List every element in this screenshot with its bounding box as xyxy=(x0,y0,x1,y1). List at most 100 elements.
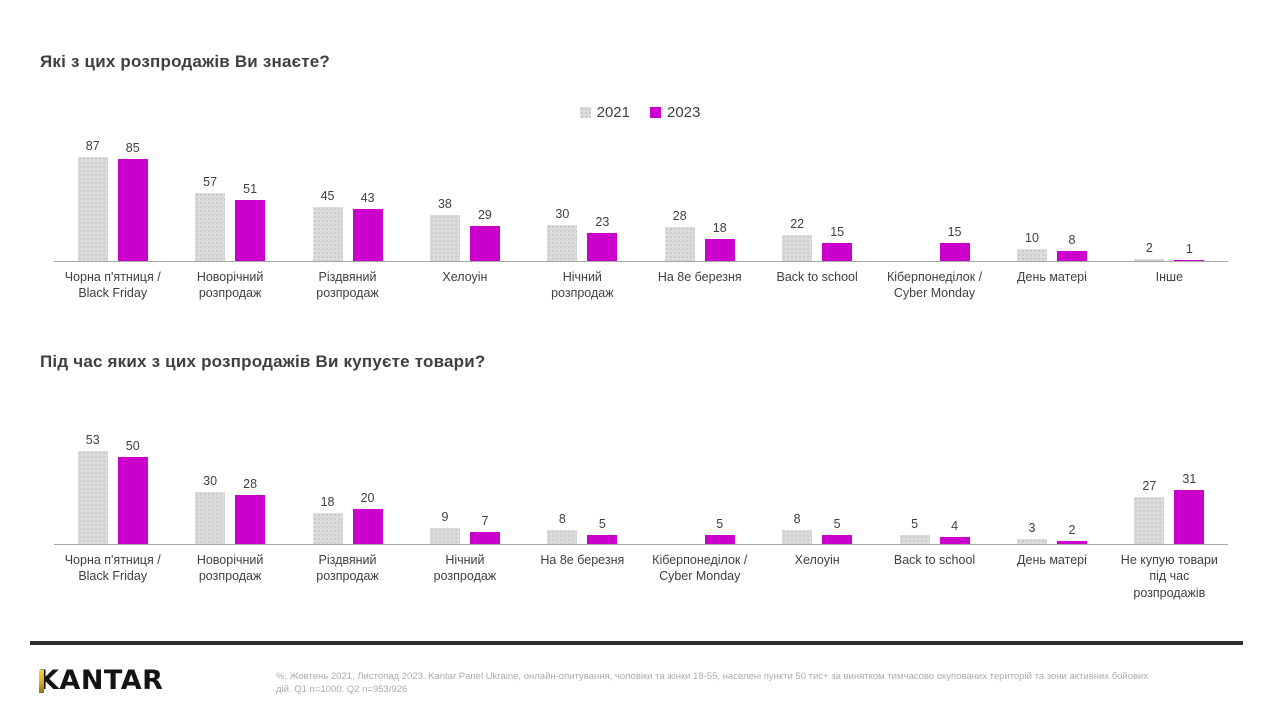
bar-group-2023: 31 xyxy=(1174,471,1205,544)
category-group: 15 Кіберпонеділок / Cyber Monday xyxy=(875,130,994,302)
footnote-text: %, Жовтень 2021, Листопад 2023. Kantar P… xyxy=(276,671,1149,695)
bar-group-2021: 3 xyxy=(1016,520,1047,544)
category-label: Нічний розпродаж xyxy=(433,553,497,584)
bar-2023 xyxy=(587,535,618,544)
bar-2023 xyxy=(939,537,970,544)
bar-2023 xyxy=(235,495,266,544)
bar-2021 xyxy=(77,156,108,261)
category-label: Нічний розпродаж xyxy=(551,270,614,301)
bar-group-2023: 51 xyxy=(235,181,266,261)
bar-group-2021: 2 xyxy=(1134,240,1165,261)
category-label: Кіберпонеділок / Cyber Monday xyxy=(652,553,748,584)
bar-value-label: 18 xyxy=(712,221,727,236)
bars-row: 28 18 xyxy=(641,130,759,262)
bar-2021 xyxy=(429,215,460,261)
category-group: 10 8 День матері xyxy=(993,130,1111,302)
bars-row: 27 31 xyxy=(1110,413,1229,545)
category-group: 5 Кіберпонеділок / Cyber Monday xyxy=(641,413,759,601)
bar-group-2023: 43 xyxy=(352,192,383,261)
bar-2023 xyxy=(939,243,970,261)
bar-value-label: 53 xyxy=(85,433,100,448)
bar-value-label: 5 xyxy=(911,517,919,532)
category-group: 8 5 На 8е березня xyxy=(523,413,642,601)
category-group: 53 50 Чорна п'ятниця / Black Friday xyxy=(54,413,172,601)
bar-value-label: 9 xyxy=(441,510,449,525)
bar-value-label: 38 xyxy=(437,197,452,212)
bar-2023 xyxy=(1174,259,1205,261)
bar-group-2023: 18 xyxy=(704,221,735,261)
bar-group-2021: 27 xyxy=(1134,478,1165,544)
bars-row: 10 8 xyxy=(993,130,1111,262)
bar-group-2023: 15 xyxy=(939,225,970,261)
bar-2021 xyxy=(312,512,343,544)
bars-row: 15 xyxy=(875,130,994,262)
bar-2021 xyxy=(312,207,343,261)
bars-row: 53 50 xyxy=(54,413,172,545)
legend-item-2023: 2023 xyxy=(650,104,700,121)
legend-swatch-2021-icon xyxy=(579,107,591,118)
category-label: Інше xyxy=(1155,270,1184,284)
bar-group-2023: 5 xyxy=(704,517,735,544)
bar-group-2021: 30 xyxy=(547,207,578,261)
bar-2023 xyxy=(469,226,500,261)
bar-value-label: 51 xyxy=(243,181,258,196)
category-label: Хелоуін xyxy=(794,553,840,567)
bar-2023 xyxy=(352,209,383,261)
bar-2021 xyxy=(429,528,460,544)
category-group: 5 4 Back to school xyxy=(875,413,994,601)
chart-sales-awareness: 87 85 Чорна п'ятниця / Black Friday 57 51 Нов… xyxy=(54,130,1229,302)
category-label: На 8е березня xyxy=(657,270,742,284)
page-title-awareness: Які з цих розпродажів Ви знаєте? xyxy=(40,52,331,71)
chart-sales-purchase: 53 50 Чорна п'ятниця / Black Friday 30 28 Нов… xyxy=(54,413,1229,601)
category-label: Хелоуін xyxy=(442,270,488,284)
bar-value-label: 10 xyxy=(1025,231,1039,245)
bars-row: 18 20 xyxy=(288,413,407,545)
bar-2023 xyxy=(117,159,148,261)
bar-group-2023: 23 xyxy=(587,215,618,261)
category-label: День матері xyxy=(1017,553,1087,567)
bar-group-2021: 53 xyxy=(77,433,108,544)
bar-value-label: 31 xyxy=(1182,471,1197,486)
bar-value-label: 2 xyxy=(1068,522,1076,537)
category-label: День матері xyxy=(1017,270,1087,284)
bar-value-label: 2 xyxy=(1145,240,1153,255)
bar-group-2023: 7 xyxy=(469,514,500,544)
bar-group-2021: 30 xyxy=(195,473,226,544)
bars-row: 38 29 xyxy=(406,130,524,262)
bar-group-2023: 20 xyxy=(352,491,383,544)
bars-row: 45 43 xyxy=(288,130,407,262)
category-group: 38 29 Хелоуін xyxy=(406,130,524,302)
bar-group-2021: 57 xyxy=(195,175,226,261)
bar-group-2021 xyxy=(900,244,930,261)
bar-2021 xyxy=(782,530,813,544)
bar-group-2023: 15 xyxy=(822,225,853,261)
bar-group-2021: 18 xyxy=(312,495,343,544)
bar-2023 xyxy=(822,535,853,544)
bar-value-label: 30 xyxy=(203,473,218,488)
category-group: 30 28 Новорічний розпродаж xyxy=(171,413,289,601)
bar-group-2023: 4 xyxy=(939,519,970,544)
category-group: 28 18 На 8е березня xyxy=(641,130,759,302)
footer-divider-line xyxy=(30,641,1243,645)
bar-2021 xyxy=(782,234,813,261)
bar-group-2023: 1 xyxy=(1174,242,1205,261)
legend-swatch-2023-icon xyxy=(650,107,661,118)
bar-group-2021: 22 xyxy=(782,217,813,261)
bar-value-label: 5 xyxy=(598,517,606,532)
bar-2021 xyxy=(1016,249,1047,261)
bar-2021 xyxy=(77,451,108,544)
bar-value-label: 27 xyxy=(1142,478,1157,493)
bar-value-label: 8 xyxy=(1068,233,1076,248)
bar-value-label: 85 xyxy=(125,141,140,155)
bar-value-label: 3 xyxy=(1028,520,1036,535)
category-label: Чорна п'ятниця / Black Friday xyxy=(64,270,161,301)
bar-group-2021: 87 xyxy=(77,139,108,261)
bar-group-2023: 5 xyxy=(587,517,618,544)
bar-value-label: 23 xyxy=(595,215,610,230)
bars-row: 5 xyxy=(641,413,759,545)
